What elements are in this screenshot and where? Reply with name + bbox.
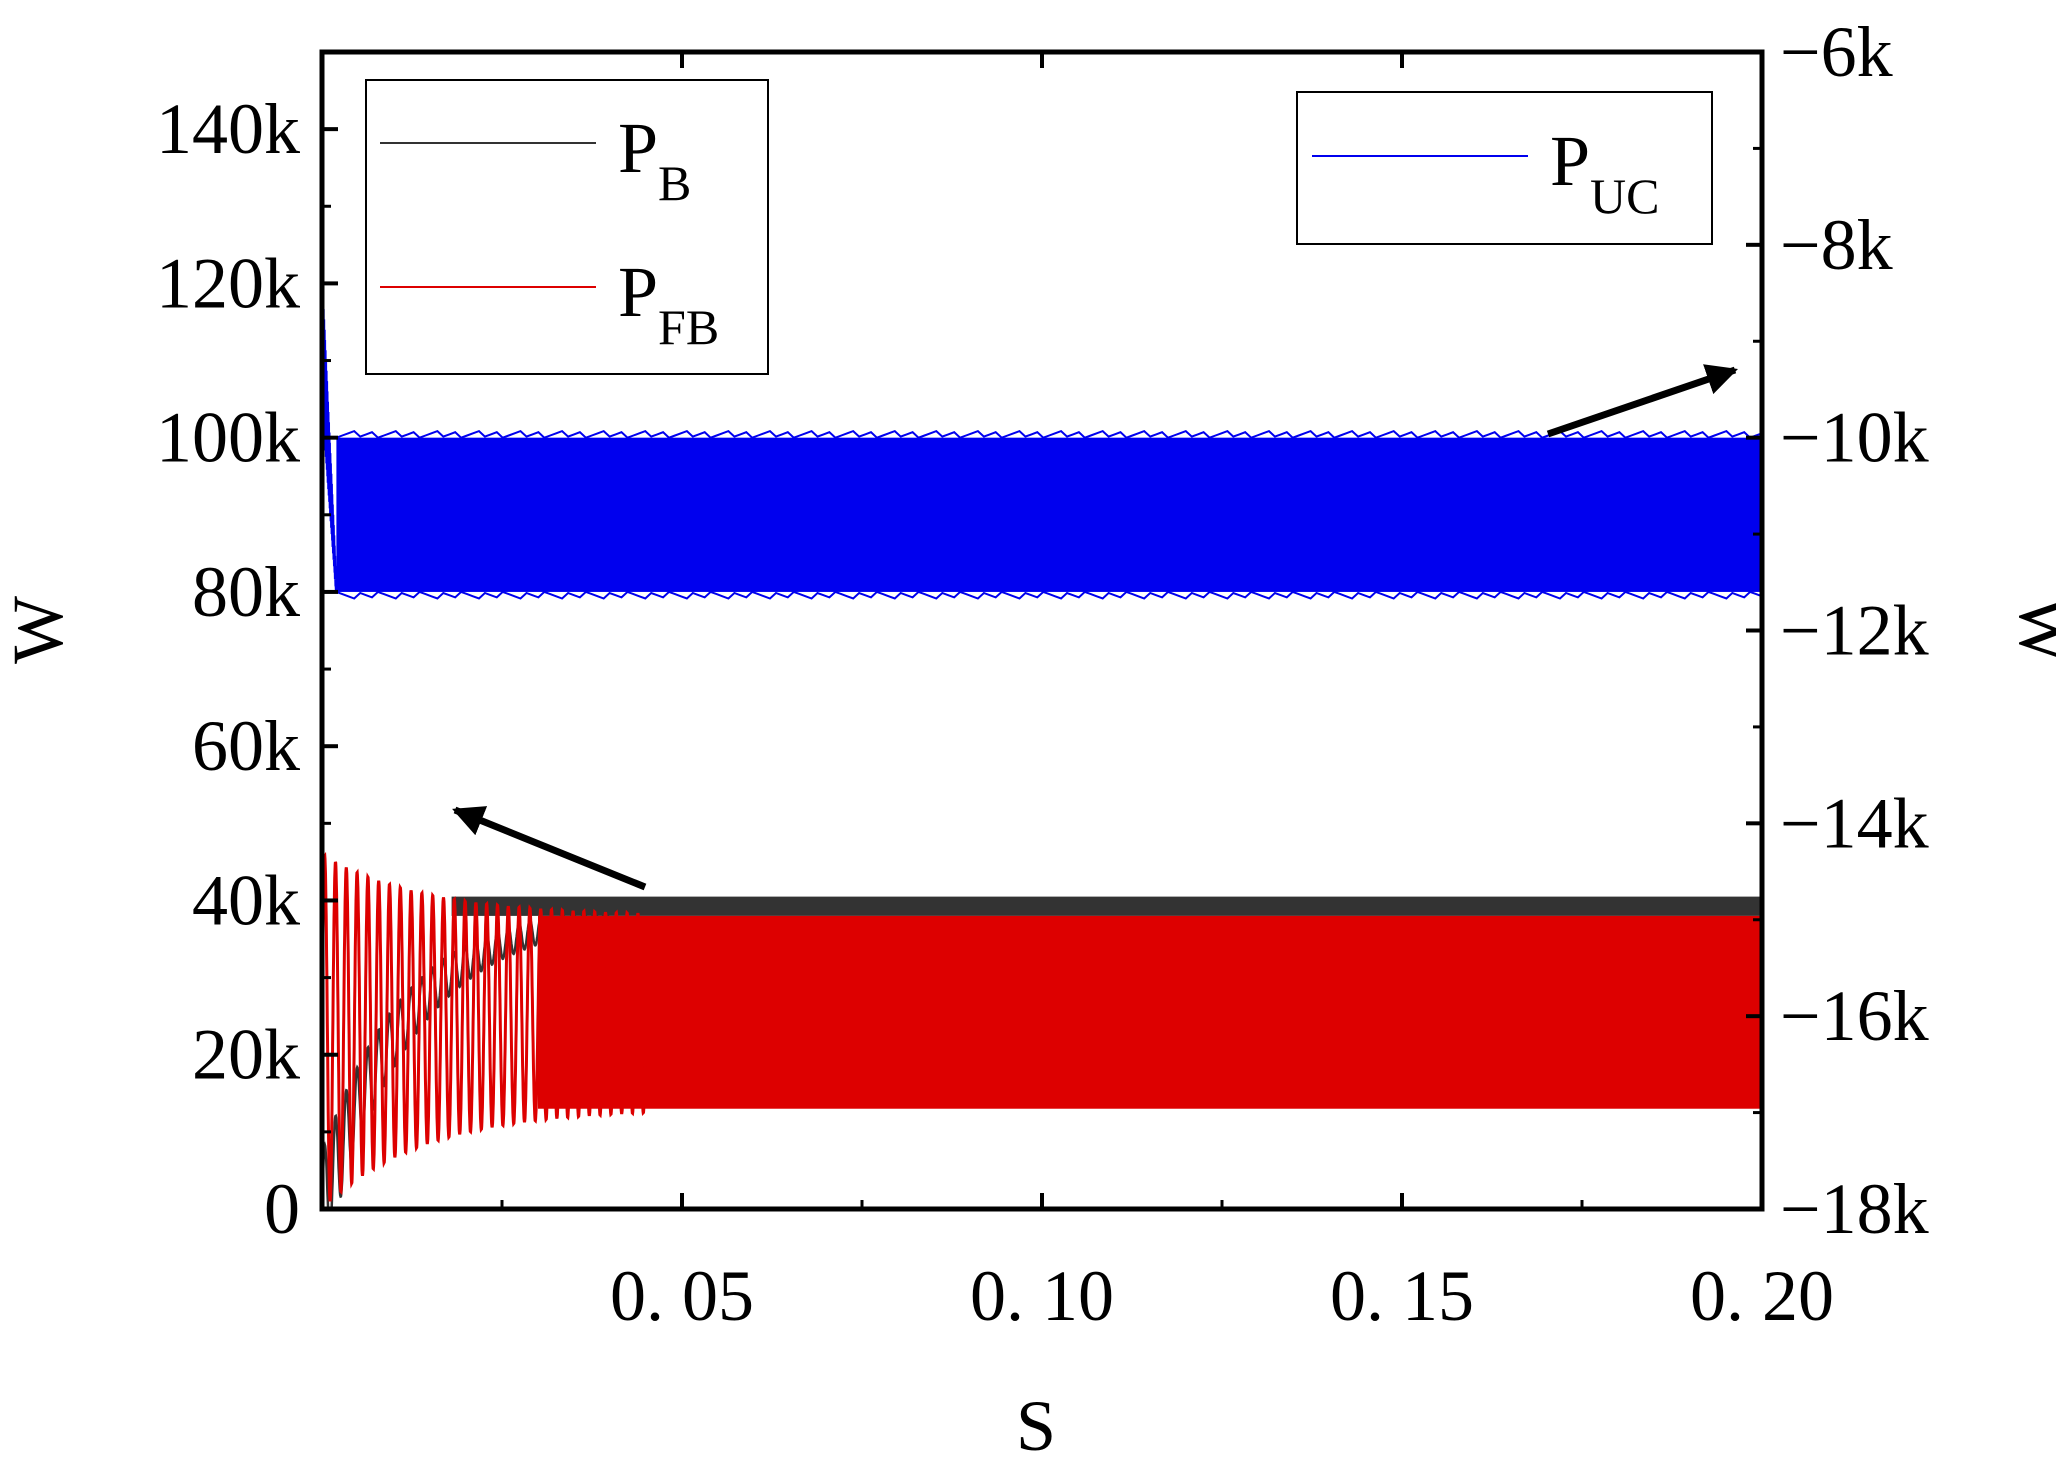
series-pfb [322, 851, 1762, 1202]
series-puc-edge-top [336, 429, 1762, 439]
y-right-tick-label-0: −6k [1780, 12, 1893, 92]
x-tick-label-2: 0. 15 [1330, 1256, 1474, 1336]
series-pfb-band [538, 915, 1762, 1109]
legend-right: PUC [1296, 91, 1713, 245]
series-puc-edge-bottom [336, 590, 1762, 600]
legend-label-pfb-main: P [618, 252, 658, 332]
legend-label-pfb: PFB [618, 252, 719, 355]
y-right-tick-label-3: −12k [1780, 591, 1929, 671]
x-tick-label-3: 0. 20 [1690, 1256, 1834, 1336]
legend-left: PB PFB [365, 79, 769, 375]
series-pb-band [451, 896, 1762, 916]
y-left-tick-label-4: 80k [192, 552, 300, 632]
y-left-tick-label-3: 60k [192, 706, 300, 786]
legend-label-pfb-sub: FB [658, 299, 719, 355]
y-axis-right: −6k −8k −10k −12k −14k −16k −18k [1746, 12, 1929, 1249]
series-puc [322, 288, 1762, 600]
x-tick-label-1: 0. 10 [970, 1256, 1114, 1336]
legend-label-puc: PUC [1550, 121, 1660, 224]
series-puc-band [336, 437, 1762, 592]
y-right-tick-label-5: −16k [1780, 976, 1929, 1056]
y-left-tick-label-5: 100k [156, 398, 300, 478]
y-axis-left-title: W [0, 596, 78, 664]
y-axis-left: 0 20k 40k 60k 80k 100k 120k 140k [156, 89, 338, 1249]
series-layer [322, 288, 1762, 1209]
legend-left-box [365, 79, 769, 375]
y-left-tick-label-0: 0 [264, 1169, 300, 1249]
arrow-to-left-axis [452, 806, 647, 891]
legend-label-puc-main: P [1550, 121, 1590, 201]
y-right-tick-label-2: −10k [1780, 398, 1929, 478]
legend-label-pb: PB [618, 108, 691, 211]
legend-label-pb-main: P [618, 108, 658, 188]
y-axis-right-title: W [2004, 596, 2056, 664]
legend-label-pb-sub: B [658, 155, 691, 211]
y-left-tick-label-1: 20k [192, 1015, 300, 1095]
x-tick-label-0: 0. 05 [610, 1256, 754, 1336]
x-axis-title: S [1016, 1386, 1056, 1466]
y-right-tick-label-6: −18k [1780, 1169, 1929, 1249]
x-axis: 0. 05 0. 10 0. 15 0. 20 [500, 52, 1834, 1336]
y-left-tick-label-2: 40k [192, 860, 300, 940]
arrow-to-right-axis [1546, 364, 1738, 438]
y-left-tick-label-6: 120k [156, 243, 300, 323]
legend-label-puc-sub: UC [1590, 168, 1659, 224]
y-right-tick-label-1: −8k [1780, 205, 1893, 285]
series-pfb-transient [322, 851, 648, 1202]
legend-right-box [1296, 91, 1713, 245]
y-left-tick-label-7: 140k [156, 89, 300, 169]
y-right-tick-label-4: −14k [1780, 783, 1929, 863]
